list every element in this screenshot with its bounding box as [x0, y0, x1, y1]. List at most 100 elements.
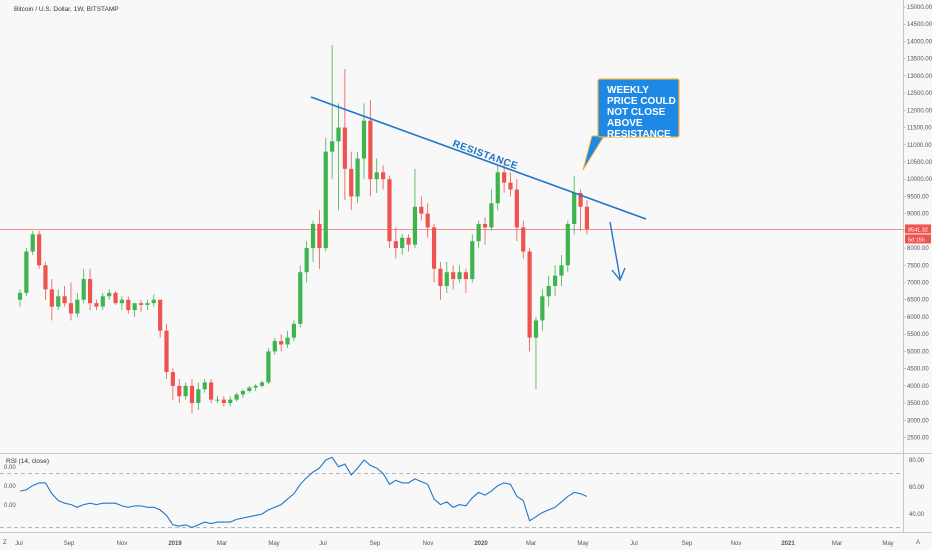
time-tick-label: Mar	[217, 541, 227, 547]
time-tick-label: May	[882, 541, 893, 547]
candlestick-series	[17, 44, 590, 414]
candle-body	[330, 141, 335, 152]
candle-body	[259, 382, 265, 386]
candle-body	[323, 151, 328, 249]
time-tick-label: May	[577, 541, 588, 547]
price-tick-label: 7500.00	[907, 263, 929, 269]
time-tick-label: Nov	[423, 541, 434, 547]
candle-body	[317, 223, 322, 249]
candle-body	[355, 158, 360, 197]
candle-body	[209, 382, 214, 400]
candle-body	[81, 279, 86, 300]
candle-body	[463, 272, 468, 280]
time-tick-label: Jul	[319, 541, 327, 547]
candle-body	[451, 272, 456, 280]
last-price-label: 8541.32	[908, 227, 928, 233]
rsi-tick-label: 80.00	[909, 458, 925, 464]
price-tick-label: 8000.00	[907, 246, 929, 252]
rsi-left-tick-label: 0.00	[4, 484, 16, 490]
price-tick-label: 3000.00	[907, 418, 929, 424]
candle-body	[189, 385, 195, 404]
candle-body	[75, 299, 80, 314]
price-tick-label: 4500.00	[907, 367, 929, 373]
candle-body	[521, 227, 526, 252]
candle-body	[291, 323, 297, 338]
candle-body	[240, 391, 246, 395]
candle-body	[502, 172, 507, 183]
rsi-label: RSI (14, close)	[6, 458, 49, 465]
time-tick-label: Sep	[64, 541, 75, 547]
candle-body	[400, 237, 405, 249]
price-tick-label: 9500.00	[907, 194, 929, 200]
candle-body	[221, 399, 226, 404]
candle-body	[247, 387, 252, 392]
candle-body	[380, 172, 386, 180]
callout-line-5: RESISTANCE	[607, 129, 671, 140]
price-tick-label: 13000.00	[907, 74, 932, 80]
candle-body	[495, 172, 500, 204]
candle-body	[374, 172, 379, 180]
candle-body	[87, 279, 93, 304]
candle-body	[368, 120, 373, 180]
time-tick-label: Mar	[832, 541, 842, 547]
candle-body	[158, 299, 163, 331]
callout-box[interactable]: WEEKLY PRICE COULD NOT CLOSE ABOVE RESIS…	[582, 78, 680, 171]
candle-body	[94, 303, 99, 307]
price-tick-label: 11000.00	[907, 143, 932, 149]
callout-line-1: WEEKLY	[607, 85, 649, 96]
countdown-label: 6d 15h	[908, 237, 925, 243]
candle-body	[183, 385, 188, 397]
candle-body	[552, 275, 558, 286]
callout-line-3: NOT CLOSE	[607, 107, 666, 118]
rsi-tick-label: 60.00	[909, 485, 925, 491]
candle-body	[62, 296, 67, 304]
price-tick-label: 14000.00	[907, 39, 932, 45]
price-tick-label: 4000.00	[907, 384, 929, 390]
time-tick-label: Jul	[15, 541, 23, 547]
price-tick-label: 14500.00	[907, 22, 932, 28]
candle-body	[100, 296, 105, 307]
candle-body	[527, 251, 532, 338]
time-tick-label: Nov	[117, 541, 128, 547]
resistance-trendline[interactable]	[310, 96, 647, 220]
rsi-left-tick-label: 0.00	[4, 503, 16, 509]
callout-bubble	[597, 78, 680, 138]
zoom-z-label[interactable]: Z	[3, 540, 7, 546]
time-tick-label: 2021	[781, 541, 795, 547]
rsi-axis: 80.00 60.00 40.00 0.00 0.00 0.00	[4, 458, 925, 518]
candle-body	[49, 289, 54, 307]
candle-body	[30, 234, 35, 252]
time-tick-label: Nov	[731, 541, 742, 547]
candle-body	[419, 206, 424, 214]
candle-body	[164, 330, 169, 373]
candle-body	[113, 292, 118, 304]
candle-body	[457, 272, 462, 280]
candle-body	[170, 372, 175, 386]
candle-body	[578, 192, 583, 207]
candle-body	[584, 206, 590, 230]
time-axis[interactable]: Jul Sep Nov 2019 Mar May Jul Sep Nov 2020 Mar May Ju…	[15, 541, 894, 547]
time-tick-label: Jul	[630, 541, 638, 547]
candle-body	[476, 223, 481, 242]
candle-body	[215, 399, 220, 401]
candle-body	[444, 272, 449, 286]
candle-body	[145, 303, 150, 305]
candle-body	[393, 241, 398, 249]
price-tick-label: 6500.00	[907, 298, 929, 304]
candle-body	[234, 394, 239, 400]
callout-line-2: PRICE COULD	[607, 96, 676, 107]
candle-body	[361, 120, 367, 159]
price-tick-label: 12000.00	[907, 108, 932, 114]
candle-body	[565, 223, 570, 266]
candle-body	[228, 399, 233, 404]
candle-body	[298, 272, 303, 324]
down-arrow-icon[interactable]	[609, 221, 626, 282]
callout-line-4: ABOVE	[607, 118, 643, 129]
candle-body	[17, 292, 23, 300]
candle-body	[514, 189, 519, 228]
candle-body	[285, 337, 290, 345]
candle-body	[431, 227, 437, 269]
candle-body	[107, 292, 112, 297]
auto-scale-label[interactable]: A	[916, 540, 920, 546]
